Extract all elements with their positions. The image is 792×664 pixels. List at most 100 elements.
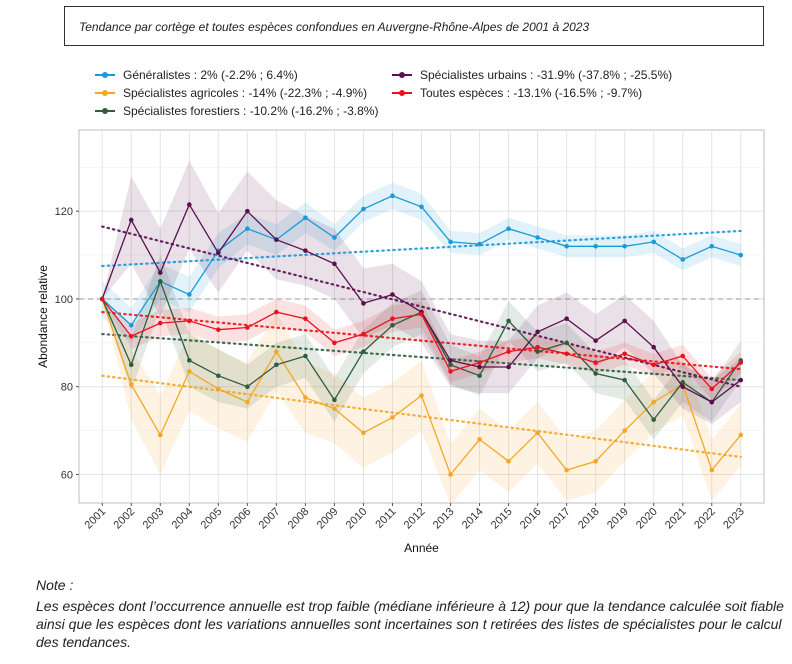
y-tick-label: 100: [55, 294, 73, 306]
legend-swatch-urbains: [392, 70, 412, 80]
y-tick-label: 120: [55, 206, 73, 218]
trend-line-3: [101, 225, 742, 388]
data-point-0-2012: [419, 204, 424, 210]
x-tick-label: 2017: [547, 506, 573, 532]
data-point-2-2010: [361, 349, 366, 354]
data-point-3-2020: [651, 344, 657, 350]
data-point-1-2023: [738, 432, 744, 438]
x-tick-label: 2002: [112, 506, 138, 532]
data-point-4-2004: [186, 318, 192, 324]
data-point-1-2014: [477, 437, 482, 442]
data-point-3-2010: [361, 301, 366, 306]
x-tick-label: 2001: [83, 506, 109, 532]
data-point-4-2019: [622, 351, 627, 357]
data-point-4-2007: [274, 309, 279, 315]
data-point-3-2021: [680, 384, 686, 390]
chart-title: Tendance par cortège et toutes espèces c…: [79, 20, 590, 34]
data-point-4-2022: [709, 386, 715, 392]
data-point-2-2021: [680, 380, 686, 385]
data-point-1-2019: [622, 428, 627, 433]
data-point-3-2006: [245, 208, 250, 214]
x-tick-label: 2013: [431, 506, 457, 532]
data-point-1-2011: [390, 415, 395, 420]
data-point-2-2015: [506, 318, 511, 324]
x-tick-label: 2011: [373, 506, 398, 531]
x-tick-label: 2012: [402, 506, 428, 532]
data-point-2-2011: [390, 322, 395, 328]
data-point-4-2008: [303, 316, 308, 321]
y-tick-label: 80: [61, 382, 73, 394]
data-point-3-2003: [157, 270, 163, 275]
legend-swatch-toutes: [392, 88, 412, 98]
data-point-3-2013: [448, 358, 453, 363]
data-point-4-2013: [448, 369, 453, 374]
data-point-4-2003: [157, 320, 163, 326]
confidence-band-1: [102, 298, 741, 506]
data-point-4-2015: [506, 349, 511, 354]
data-point-3-2015: [506, 364, 511, 370]
x-tick-label: 2009: [315, 506, 341, 532]
y-tick-label: 60: [61, 469, 73, 481]
data-point-0-2010: [361, 206, 366, 212]
data-point-2-2004: [186, 358, 192, 363]
data-point-0-2019: [622, 243, 627, 249]
data-point-1-2002: [128, 382, 134, 387]
data-point-4-2012: [419, 312, 424, 317]
trend-line-4: [101, 311, 742, 371]
x-tick-label: 2022: [692, 506, 718, 532]
data-point-1-2016: [535, 430, 540, 436]
data-point-3-2016: [535, 329, 540, 335]
data-point-3-2002: [128, 217, 134, 223]
legend-label-generalistes: Généralistes : 2% (-2.2% ; 6.4%): [123, 68, 298, 82]
data-point-0-2023: [738, 252, 744, 258]
note-heading: Note :: [36, 577, 74, 593]
x-tick-label: 2020: [634, 506, 660, 532]
data-point-4-2016: [535, 344, 540, 350]
data-point-0-2021: [680, 257, 686, 262]
data-point-0-2017: [564, 243, 569, 249]
data-point-0-2022: [709, 243, 715, 249]
note-text: Les espèces dont l’occurrence annuelle e…: [36, 598, 784, 650]
x-tick-label: 2006: [228, 506, 254, 532]
data-point-2-2019: [622, 377, 627, 383]
data-point-4-2001: [99, 296, 105, 302]
legend-swatch-agricoles: [95, 88, 115, 98]
data-point-0-2011: [390, 193, 395, 199]
data-point-0-2014: [477, 241, 482, 247]
data-point-2-2016: [535, 349, 540, 354]
confidence-band-0: [102, 182, 741, 343]
data-point-3-2014: [477, 364, 482, 370]
legend: Généralistes : 2% (-2.2% ; 6.4%) Spécial…: [95, 64, 715, 124]
data-point-0-2009: [332, 235, 337, 240]
data-point-4-2005: [216, 327, 221, 332]
data-point-2-2007: [274, 362, 279, 368]
legend-label-forestiers: Spécialistes forestiers : -10.2% (-16.2%…: [123, 104, 379, 118]
legend-item-generalistes: Généralistes : 2% (-2.2% ; 6.4%): [95, 68, 298, 82]
data-point-4-2014: [477, 360, 482, 365]
data-point-1-2020: [651, 399, 657, 405]
data-point-4-2017: [564, 351, 569, 357]
data-point-4-2006: [245, 325, 250, 330]
data-point-1-2017: [564, 467, 569, 473]
x-tick-label: 2019: [605, 506, 631, 532]
trend-line-2: [101, 332, 742, 382]
data-point-0-2006: [245, 226, 250, 232]
confidence-band-4: [102, 298, 741, 400]
legend-item-urbains: Spécialistes urbains : -31.9% (-37.8% ; …: [392, 68, 672, 82]
data-point-2-2018: [593, 371, 598, 376]
data-point-3-2011: [390, 292, 395, 297]
data-point-3-2017: [564, 316, 569, 321]
data-point-3-2018: [593, 338, 598, 343]
data-point-0-2015: [506, 226, 511, 232]
data-point-1-2008: [303, 395, 308, 400]
x-tick-label: 2005: [199, 506, 225, 532]
data-point-2-2005: [216, 373, 221, 379]
data-point-1-2010: [361, 430, 366, 436]
data-point-3-2008: [303, 248, 308, 253]
data-point-2-2006: [245, 384, 250, 390]
legend-label-agricoles: Spécialistes agricoles : -14% (-22.3% ; …: [123, 86, 368, 100]
legend-swatch-generalistes: [95, 70, 115, 80]
data-point-3-2022: [709, 399, 715, 405]
data-point-1-2009: [332, 406, 337, 411]
